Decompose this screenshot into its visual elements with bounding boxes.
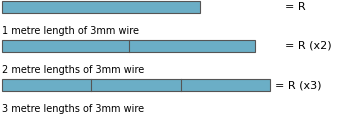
Text: = R: = R — [285, 2, 306, 12]
Text: = R (x2): = R (x2) — [285, 41, 332, 51]
Text: 2 metre lengths of 3mm wire: 2 metre lengths of 3mm wire — [2, 65, 144, 75]
Bar — [2, 79, 270, 91]
Bar — [2, 1, 200, 13]
Text: = R (x3): = R (x3) — [275, 80, 322, 90]
Text: 1 metre length of 3mm wire: 1 metre length of 3mm wire — [2, 26, 139, 36]
Bar — [2, 40, 255, 52]
Text: 3 metre lengths of 3mm wire: 3 metre lengths of 3mm wire — [2, 104, 144, 114]
